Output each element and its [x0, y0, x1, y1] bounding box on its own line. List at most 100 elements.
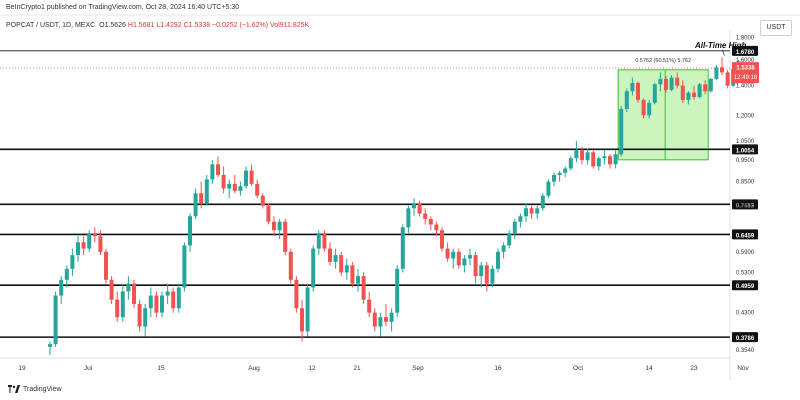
candle-body[interactable]: [244, 170, 248, 187]
candle-body[interactable]: [479, 265, 484, 277]
candle-body[interactable]: [48, 344, 52, 347]
candle-body[interactable]: [210, 164, 215, 180]
current-price-tag[interactable]: [732, 62, 759, 84]
candle-body[interactable]: [658, 78, 663, 85]
candle-body[interactable]: [630, 82, 635, 92]
candle-body[interactable]: [434, 224, 439, 231]
candle-body[interactable]: [294, 279, 299, 309]
candle-body[interactable]: [652, 84, 657, 103]
symbol-label[interactable]: POPCAT / USDT, 1D, MEXC: [6, 22, 96, 29]
candle-body[interactable]: [148, 295, 153, 309]
candle-body[interactable]: [613, 154, 618, 165]
candle-body[interactable]: [154, 295, 159, 313]
candle-body[interactable]: [378, 317, 383, 327]
candle-body[interactable]: [204, 179, 209, 204]
candle-body[interactable]: [507, 233, 512, 246]
candle-body[interactable]: [53, 295, 58, 345]
candle-body[interactable]: [636, 82, 640, 100]
candle-body[interactable]: [512, 221, 517, 234]
candle-body[interactable]: [697, 84, 702, 97]
candle-body[interactable]: [692, 92, 696, 97]
currency-selector[interactable]: USDT: [760, 20, 792, 36]
candle-body[interactable]: [725, 72, 730, 86]
candle-body[interactable]: [647, 102, 652, 116]
candle-body[interactable]: [540, 195, 545, 209]
candle-body[interactable]: [143, 308, 148, 327]
candle-body[interactable]: [316, 233, 321, 249]
candle-body[interactable]: [591, 152, 596, 167]
candle-body[interactable]: [669, 77, 674, 90]
candle-body[interactable]: [311, 248, 316, 288]
candle-body[interactable]: [109, 279, 114, 300]
candle-body[interactable]: [238, 186, 243, 191]
candle-body[interactable]: [193, 193, 198, 217]
candle-body[interactable]: [473, 255, 478, 277]
candle-body[interactable]: [484, 265, 489, 284]
candle-body[interactable]: [255, 183, 260, 196]
candle-body[interactable]: [490, 268, 495, 284]
candle-body[interactable]: [132, 283, 136, 304]
candle-body[interactable]: [356, 276, 360, 284]
candle-body[interactable]: [76, 242, 80, 256]
candle-body[interactable]: [395, 268, 400, 313]
candle-body[interactable]: [64, 268, 69, 280]
candle-body[interactable]: [232, 183, 237, 191]
candle-body[interactable]: [445, 248, 450, 259]
candle-body[interactable]: [339, 255, 344, 273]
candle-body[interactable]: [563, 168, 568, 173]
candle-body[interactable]: [227, 183, 232, 189]
candle-body[interactable]: [529, 208, 534, 214]
candle-body[interactable]: [384, 317, 388, 322]
candle-body[interactable]: [70, 255, 75, 269]
candle-body[interactable]: [608, 156, 612, 165]
candle-body[interactable]: [165, 291, 170, 296]
candle-body[interactable]: [708, 78, 713, 92]
candle-body[interactable]: [714, 67, 719, 79]
candle-body[interactable]: [59, 279, 64, 296]
candle-body[interactable]: [249, 170, 254, 184]
candle-body[interactable]: [171, 291, 176, 309]
candle-body[interactable]: [619, 108, 624, 155]
candle-body[interactable]: [260, 195, 265, 206]
candle-body[interactable]: [221, 174, 226, 189]
candle-body[interactable]: [440, 230, 444, 249]
candle-body[interactable]: [524, 208, 528, 217]
candle-body[interactable]: [115, 299, 120, 318]
candle-body[interactable]: [361, 276, 366, 300]
candle-body[interactable]: [641, 99, 646, 116]
candle-body[interactable]: [680, 85, 685, 100]
candle-body[interactable]: [98, 236, 103, 252]
candle-body[interactable]: [535, 208, 540, 214]
candle-body[interactable]: [417, 203, 422, 214]
candle-body[interactable]: [305, 287, 310, 332]
candle-body[interactable]: [104, 251, 108, 280]
candle-body[interactable]: [350, 265, 355, 284]
candle-body[interactable]: [92, 233, 97, 237]
tradingview-brand[interactable]: TradingView: [8, 385, 62, 393]
candle-body[interactable]: [367, 299, 372, 313]
candle-body[interactable]: [585, 152, 590, 161]
candle-body[interactable]: [496, 251, 500, 269]
candle-body[interactable]: [288, 251, 293, 280]
candle-body[interactable]: [137, 303, 142, 327]
candle-body[interactable]: [160, 295, 164, 313]
candle-body[interactable]: [468, 255, 472, 259]
candle-body[interactable]: [451, 251, 456, 259]
candle-body[interactable]: [557, 172, 562, 175]
candle-body[interactable]: [624, 91, 629, 109]
candle-body[interactable]: [552, 174, 556, 182]
candle-body[interactable]: [277, 221, 282, 231]
candle-body[interactable]: [664, 78, 668, 90]
candle-body[interactable]: [300, 308, 304, 332]
candle-body[interactable]: [518, 216, 523, 222]
candle-body[interactable]: [199, 193, 204, 204]
candle-body[interactable]: [272, 221, 276, 231]
candle-body[interactable]: [120, 291, 125, 318]
candle-body[interactable]: [333, 255, 338, 262]
candle-body[interactable]: [406, 208, 411, 228]
candle-body[interactable]: [283, 221, 288, 252]
candle-body[interactable]: [87, 233, 92, 249]
candle-body[interactable]: [81, 242, 86, 249]
candle-body[interactable]: [389, 312, 394, 322]
